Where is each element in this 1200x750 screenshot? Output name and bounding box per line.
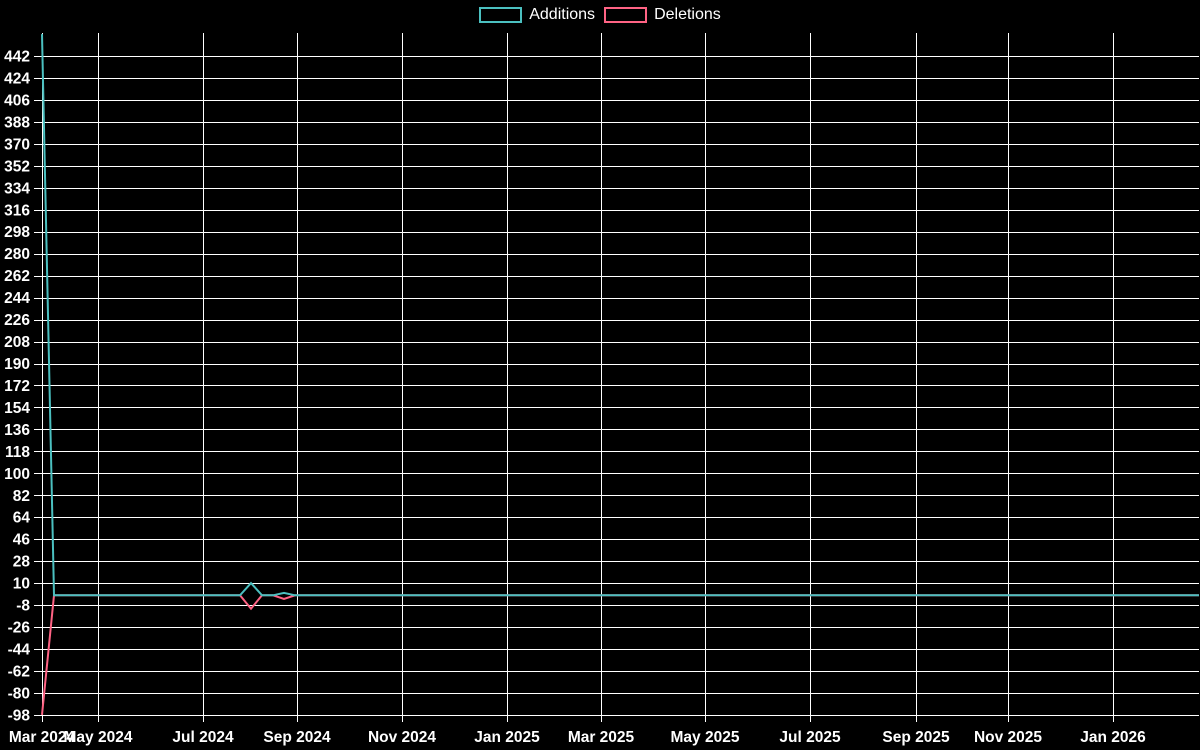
y-tick-label: -80 — [8, 685, 30, 702]
y-tick-label: -8 — [16, 598, 30, 615]
legend-item-deletions[interactable]: Deletions — [604, 6, 721, 24]
gridlines — [34, 33, 1199, 722]
x-tick-label: Mar 2025 — [568, 729, 635, 746]
y-tick-label: -62 — [8, 663, 30, 680]
y-tick-label: 370 — [4, 136, 30, 153]
y-tick-label: 244 — [4, 290, 30, 307]
y-tick-label: 280 — [4, 246, 30, 263]
y-tick-label: -26 — [8, 620, 31, 637]
axis-tick-labels: 442 424 406 388 370 352 334 316 298 280 262 244 226 2… — [4, 49, 1146, 746]
legend-item-additions[interactable]: Additions — [479, 6, 595, 24]
x-tick-label: Nov 2024 — [368, 729, 436, 746]
x-tick-label: Mar 2024 — [9, 729, 76, 746]
x-tick-label: Sep 2025 — [882, 729, 950, 746]
y-tick-label: 442 — [4, 49, 30, 66]
y-tick-label: -44 — [8, 641, 31, 658]
y-tick-label: 208 — [4, 334, 30, 351]
y-tick-label: 406 — [4, 92, 30, 109]
y-tick-label: 46 — [13, 532, 31, 549]
y-tick-label: 316 — [4, 202, 30, 219]
y-tick-label: 298 — [4, 224, 30, 241]
y-tick-label: 154 — [4, 400, 30, 417]
x-tick-label: Jan 2025 — [474, 729, 540, 746]
y-tick-label: 28 — [13, 554, 31, 571]
x-tick-label: May 2025 — [671, 729, 740, 746]
x-tick-label: Jul 2025 — [779, 729, 841, 746]
x-tick-label: May 2024 — [64, 729, 133, 746]
y-tick-label: -98 — [8, 707, 31, 724]
additions-swatch-icon — [479, 7, 523, 23]
y-tick-label: 262 — [4, 268, 30, 285]
y-tick-label: 10 — [13, 576, 30, 593]
legend-label-additions: Additions — [529, 6, 596, 23]
y-tick-label: 136 — [4, 422, 30, 439]
x-tick-label: Jan 2026 — [1080, 729, 1146, 746]
y-tick-label: 64 — [13, 510, 31, 527]
y-tick-label: 424 — [4, 71, 30, 88]
legend-label-deletions: Deletions — [654, 6, 721, 23]
series-line-additions — [41, 34, 1199, 597]
x-tick-label: Jul 2024 — [172, 729, 234, 746]
x-tick-label: Nov 2025 — [974, 729, 1042, 746]
chart-legend: Additions Deletions — [0, 6, 1200, 24]
y-tick-label: 190 — [4, 356, 30, 373]
series-line-deletions — [41, 594, 1199, 715]
y-tick-label: 334 — [4, 180, 30, 197]
deletions-swatch-icon — [604, 7, 648, 23]
y-tick-label: 352 — [4, 158, 30, 175]
x-tick-label: Sep 2024 — [263, 729, 331, 746]
y-tick-label: 118 — [5, 444, 30, 461]
y-tick-label: 226 — [4, 312, 30, 329]
y-tick-label: 388 — [4, 114, 30, 131]
y-tick-label: 82 — [13, 488, 30, 505]
y-tick-label: 172 — [4, 378, 30, 395]
y-tick-label: 100 — [4, 466, 30, 483]
series-lines — [41, 34, 1199, 715]
